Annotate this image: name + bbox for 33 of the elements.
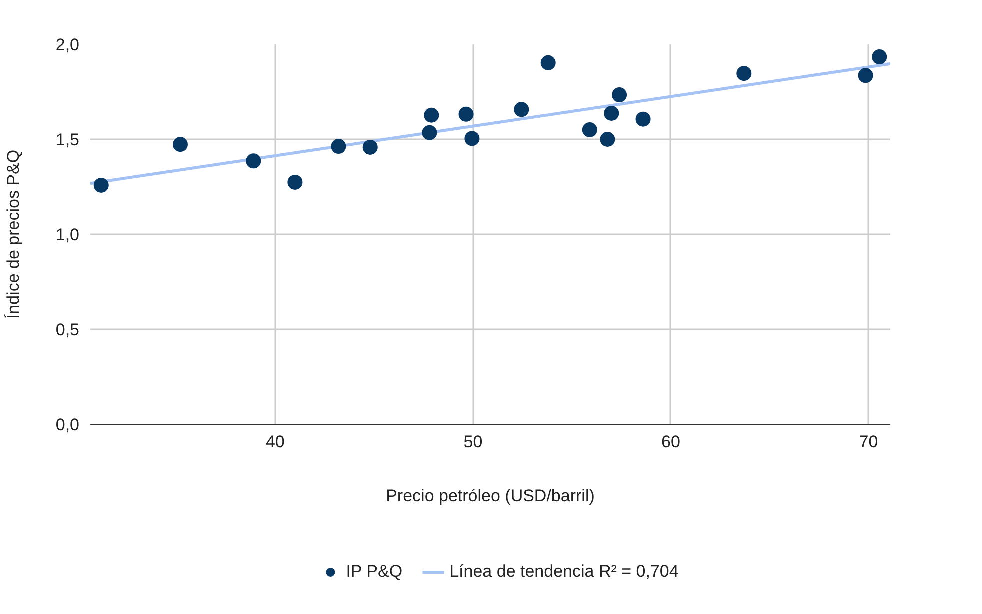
x-tick-label: 40 <box>266 432 285 452</box>
point <box>604 106 620 121</box>
point <box>600 132 616 147</box>
point <box>514 102 530 118</box>
point <box>458 106 474 122</box>
y-tick-label: 2,0 <box>56 36 80 54</box>
point <box>464 131 480 146</box>
y-axis-title: Índice de precios P&Q <box>4 150 23 320</box>
point <box>636 112 651 127</box>
legend-label: IP P&Q <box>346 562 403 582</box>
x-axis-title: Precio petróleo (USD/barril) <box>386 486 595 506</box>
point <box>94 178 109 193</box>
point <box>582 122 598 138</box>
x-tick-label: 50 <box>464 432 483 452</box>
y-tick-label: 0,0 <box>56 416 80 434</box>
y-tick-label: 1,0 <box>56 226 80 244</box>
point <box>362 140 378 155</box>
point <box>612 88 628 103</box>
point <box>736 66 752 82</box>
point <box>858 68 874 84</box>
point <box>540 55 556 70</box>
y-tick-label: 1,5 <box>56 130 80 150</box>
point <box>424 108 440 123</box>
point <box>246 154 262 169</box>
x-tick-label: 70 <box>859 432 878 452</box>
y-tick-label: 0,5 <box>56 320 80 340</box>
point <box>422 125 438 140</box>
legend-label: Línea de tendencia R² = 0,704 <box>450 562 679 582</box>
x-tick-label: 60 <box>662 432 680 452</box>
point <box>172 137 188 152</box>
point <box>331 139 346 154</box>
point <box>872 50 888 65</box>
point <box>288 174 303 190</box>
